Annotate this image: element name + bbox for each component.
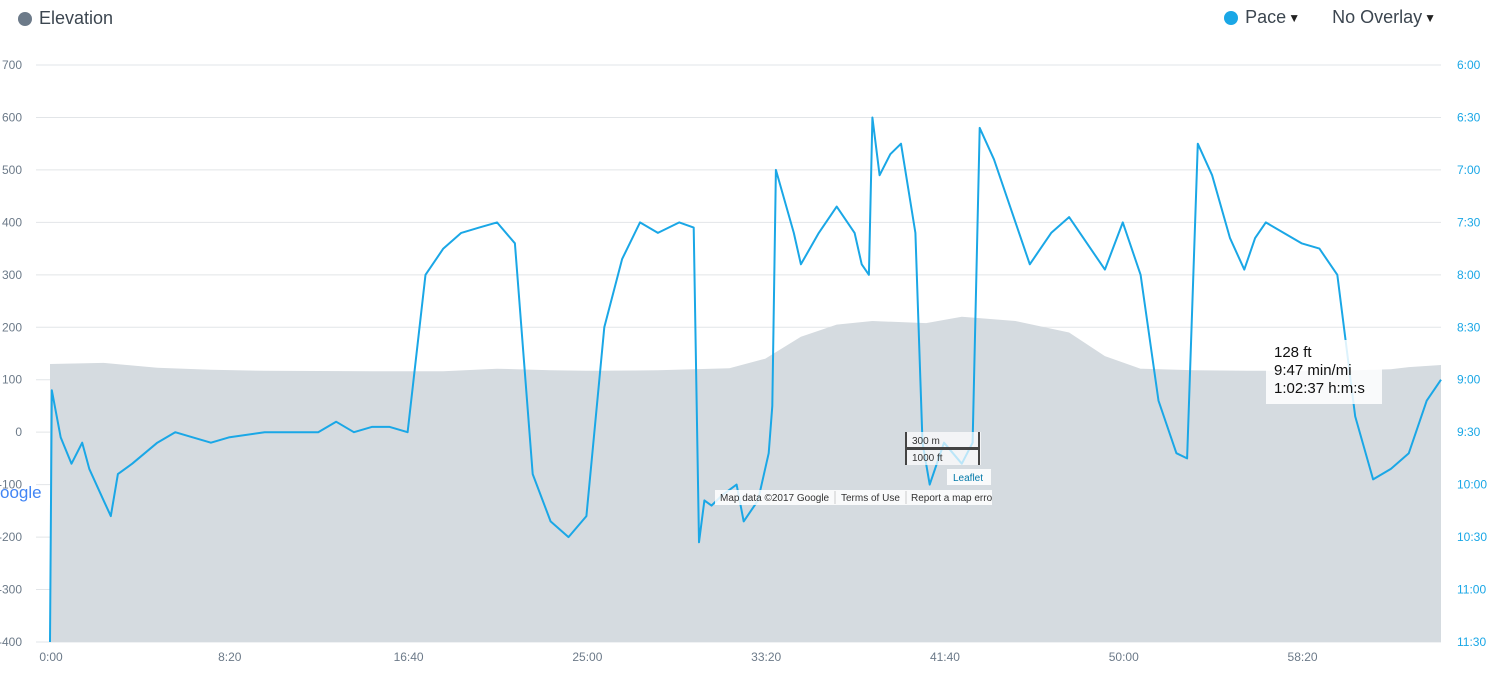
tooltip-pace: 9:47 min/mi: [1274, 362, 1352, 379]
left-tick-label: -200: [0, 530, 22, 544]
x-axis-ticks: 0:00 8:20 16:40 25:00 33:20 41:40 50:00 58:20: [39, 650, 1318, 664]
left-tick-label: 400: [2, 215, 22, 229]
right-tick-label: 9:30: [1457, 425, 1481, 439]
caret-down-icon: ▼: [1288, 10, 1301, 25]
right-tick-label: 10:30: [1457, 530, 1487, 544]
scale-feet: 1000 ft: [912, 453, 943, 464]
right-tick-label: 11:30: [1457, 635, 1486, 649]
right-tick-label: 7:30: [1457, 215, 1481, 229]
map-overlay: oogle 300 m 1000 ft Leaflet Map data ©20…: [0, 432, 993, 505]
x-tick-label: 16:40: [394, 650, 424, 664]
x-tick-label: 0:00: [39, 650, 63, 664]
x-tick-label: 8:20: [218, 650, 242, 664]
left-tick-label: 0: [15, 425, 22, 439]
map-scale: 300 m 1000 ft: [905, 432, 981, 465]
report-map-error-link[interactable]: Report a map erro: [911, 493, 993, 504]
overlay-dropdown-label: No Overlay: [1332, 7, 1423, 27]
right-tick-label: 11:00: [1457, 583, 1486, 597]
left-tick-label: 500: [2, 163, 22, 177]
right-tick-label: 8:30: [1457, 320, 1481, 334]
left-tick-label: -100: [0, 478, 22, 492]
pace-dropdown-label: Pace: [1245, 7, 1287, 27]
overlay-dropdown[interactable]: No Overlay ▼: [1332, 7, 1436, 28]
pace-dropdown[interactable]: Pace ▼: [1224, 7, 1300, 28]
legend-controls: Pace ▼ No Overlay ▼: [1224, 7, 1436, 28]
tooltip-elevation: 128 ft: [1274, 344, 1312, 361]
elevation-legend-label: Elevation: [39, 8, 114, 28]
left-tick-label: 600: [2, 110, 22, 124]
right-tick-label: 6:30: [1457, 110, 1481, 124]
google-logo: oogle: [0, 483, 42, 502]
caret-down-icon: ▼: [1424, 10, 1436, 25]
x-tick-label: 41:40: [930, 650, 960, 664]
left-tick-label: 700: [2, 58, 22, 72]
left-tick-label: 300: [2, 268, 22, 282]
tooltip-time: 1:02:37 h:m:s: [1274, 380, 1365, 397]
right-tick-label: 8:00: [1457, 268, 1481, 282]
elevation-area: [50, 316, 1441, 642]
x-tick-label: 58:20: [1288, 650, 1318, 664]
x-tick-label: 50:00: [1109, 650, 1139, 664]
right-axis-ticks: 6:00 6:30 7:00 7:30 8:00 8:30 9:00 9:30 10:00 10:…: [1457, 58, 1487, 649]
right-tick-label: 10:00: [1457, 478, 1487, 492]
elevation-legend-dot: [18, 11, 32, 26]
left-axis-ticks: 700 600 500 400 300 200 100 0 -100 -200 -300 -400: [0, 58, 22, 649]
left-tick-label: -400: [0, 635, 22, 649]
terms-of-use-link[interactable]: Terms of Use: [841, 493, 900, 504]
pace-line: [49, 116, 1442, 643]
right-tick-label: 7:00: [1457, 163, 1481, 177]
pace-legend-dot: [1224, 10, 1239, 25]
x-tick-label: 25:00: [572, 650, 602, 664]
left-tick-label: 100: [2, 373, 22, 387]
hover-tooltip: 128 ft 9:47 min/mi 1:02:37 h:m:s: [1266, 340, 1382, 404]
right-tick-label: 9:00: [1457, 373, 1481, 387]
map-data-credit: Map data ©2017 Google: [720, 493, 830, 504]
leaflet-link[interactable]: Leaflet: [953, 473, 983, 484]
left-tick-label: 200: [2, 320, 22, 334]
left-tick-label: -300: [0, 583, 22, 597]
scale-meters: 300 m: [912, 436, 940, 447]
x-tick-label: 33:20: [751, 650, 781, 664]
right-tick-label: 6:00: [1457, 58, 1481, 72]
elevation-legend[interactable]: Elevation: [18, 8, 113, 29]
